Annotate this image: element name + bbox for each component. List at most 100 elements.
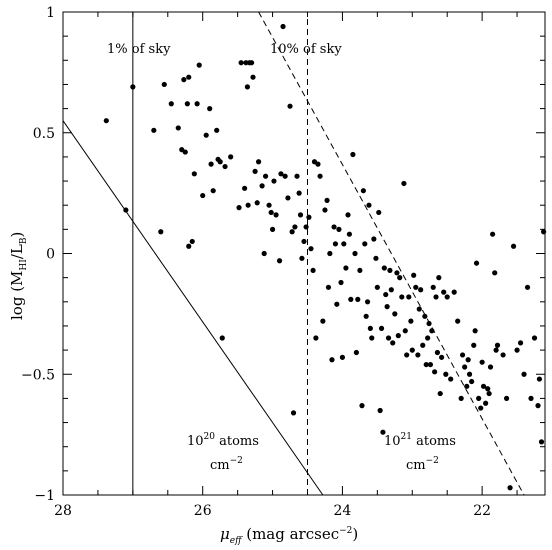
data-point [420,342,426,348]
data-point [507,485,513,491]
data-point [451,289,457,295]
data-point [194,101,200,107]
data-point [469,378,475,385]
data-point [418,287,424,293]
data-point [383,291,389,298]
data-point [406,294,412,300]
data-point [214,127,220,133]
data-point [325,284,332,290]
data-point [380,429,386,435]
data-point [487,364,494,370]
data-point [161,81,167,88]
data-point [377,407,383,414]
data-point [399,294,405,300]
data-point [492,270,498,276]
data-point [471,342,477,348]
annotation-1e21-rest: atoms [412,434,456,449]
data-point [531,335,538,341]
annotation-1pct-sky: 1% of sky [107,42,171,57]
annotation-1e21-unit: cm−2 [406,456,439,473]
data-point [296,190,302,196]
annotation-1e21-exp: 21 [401,432,412,442]
x-axis-label-sub: eff [230,536,243,546]
reference-lines [62,11,525,496]
annotation-1e21-unit-base: cm [406,458,426,473]
data-point [249,60,255,66]
y-tick-label: −1 [34,488,55,504]
data-point [123,207,129,213]
data-point [462,364,468,370]
data-point [308,246,314,252]
data-point [186,74,192,80]
reference-line-4 [258,11,525,496]
data-point [510,243,517,249]
data-point [244,84,251,90]
data-point [439,354,445,360]
y-axis-label-main: log (M [8,271,26,320]
reference-line-3 [62,120,324,496]
data-points [103,23,547,491]
data-point [299,255,305,261]
data-point [196,62,202,68]
data-point [353,349,359,356]
data-point [434,349,441,356]
data-point [343,265,349,271]
data-point [479,359,485,365]
data-point [408,318,414,324]
data-point [381,265,387,271]
data-point [320,318,326,324]
data-point [448,376,454,382]
data-point [385,335,392,341]
data-point [222,163,228,170]
data-point [341,241,347,247]
data-point [310,267,316,274]
data-point [276,258,283,264]
data-point [271,178,277,184]
annotation-1e20-unit-base: cm [210,458,230,473]
annotation-1e20-unit-exp: −2 [230,456,243,466]
data-point [278,171,284,177]
data-point [476,395,482,401]
y-tick-label: 0 [46,247,55,263]
data-point [395,333,401,339]
data-point [425,335,431,341]
data-point [262,173,269,179]
annotation-1e20-base: 10 [187,434,204,449]
data-point [458,395,464,401]
data-point [528,395,534,401]
data-point [289,229,295,235]
y-axis-label-mid: /L [8,244,26,259]
data-point [236,205,242,211]
data-point [404,352,410,358]
data-point [373,255,379,261]
data-point [413,284,419,290]
data-point [441,289,447,295]
data-point [433,294,439,300]
data-point [301,238,307,245]
data-point [327,250,333,257]
annotation-1e21-unit-exp: −2 [426,456,439,466]
data-point [436,275,442,281]
data-point [397,275,403,281]
data-point [219,335,225,341]
annotation-1e20-rest: atoms [215,434,259,449]
data-point [473,260,480,266]
data-point [238,60,244,66]
y-axis-label: log (MHI/LB) [8,232,29,320]
annotation-1e20-exp: 20 [204,432,216,442]
data-point [189,238,195,245]
data-point [376,209,382,216]
data-point [359,403,365,409]
data-point [415,352,421,358]
data-point [536,376,543,382]
data-point [255,159,262,165]
annotation-1e20-atoms: 1020 atoms [187,432,259,449]
data-point [303,224,309,230]
data-point [521,371,527,377]
data-point [392,311,398,317]
data-point [364,299,371,305]
data-point [268,209,274,216]
data-point [466,371,473,377]
data-point [472,328,478,334]
